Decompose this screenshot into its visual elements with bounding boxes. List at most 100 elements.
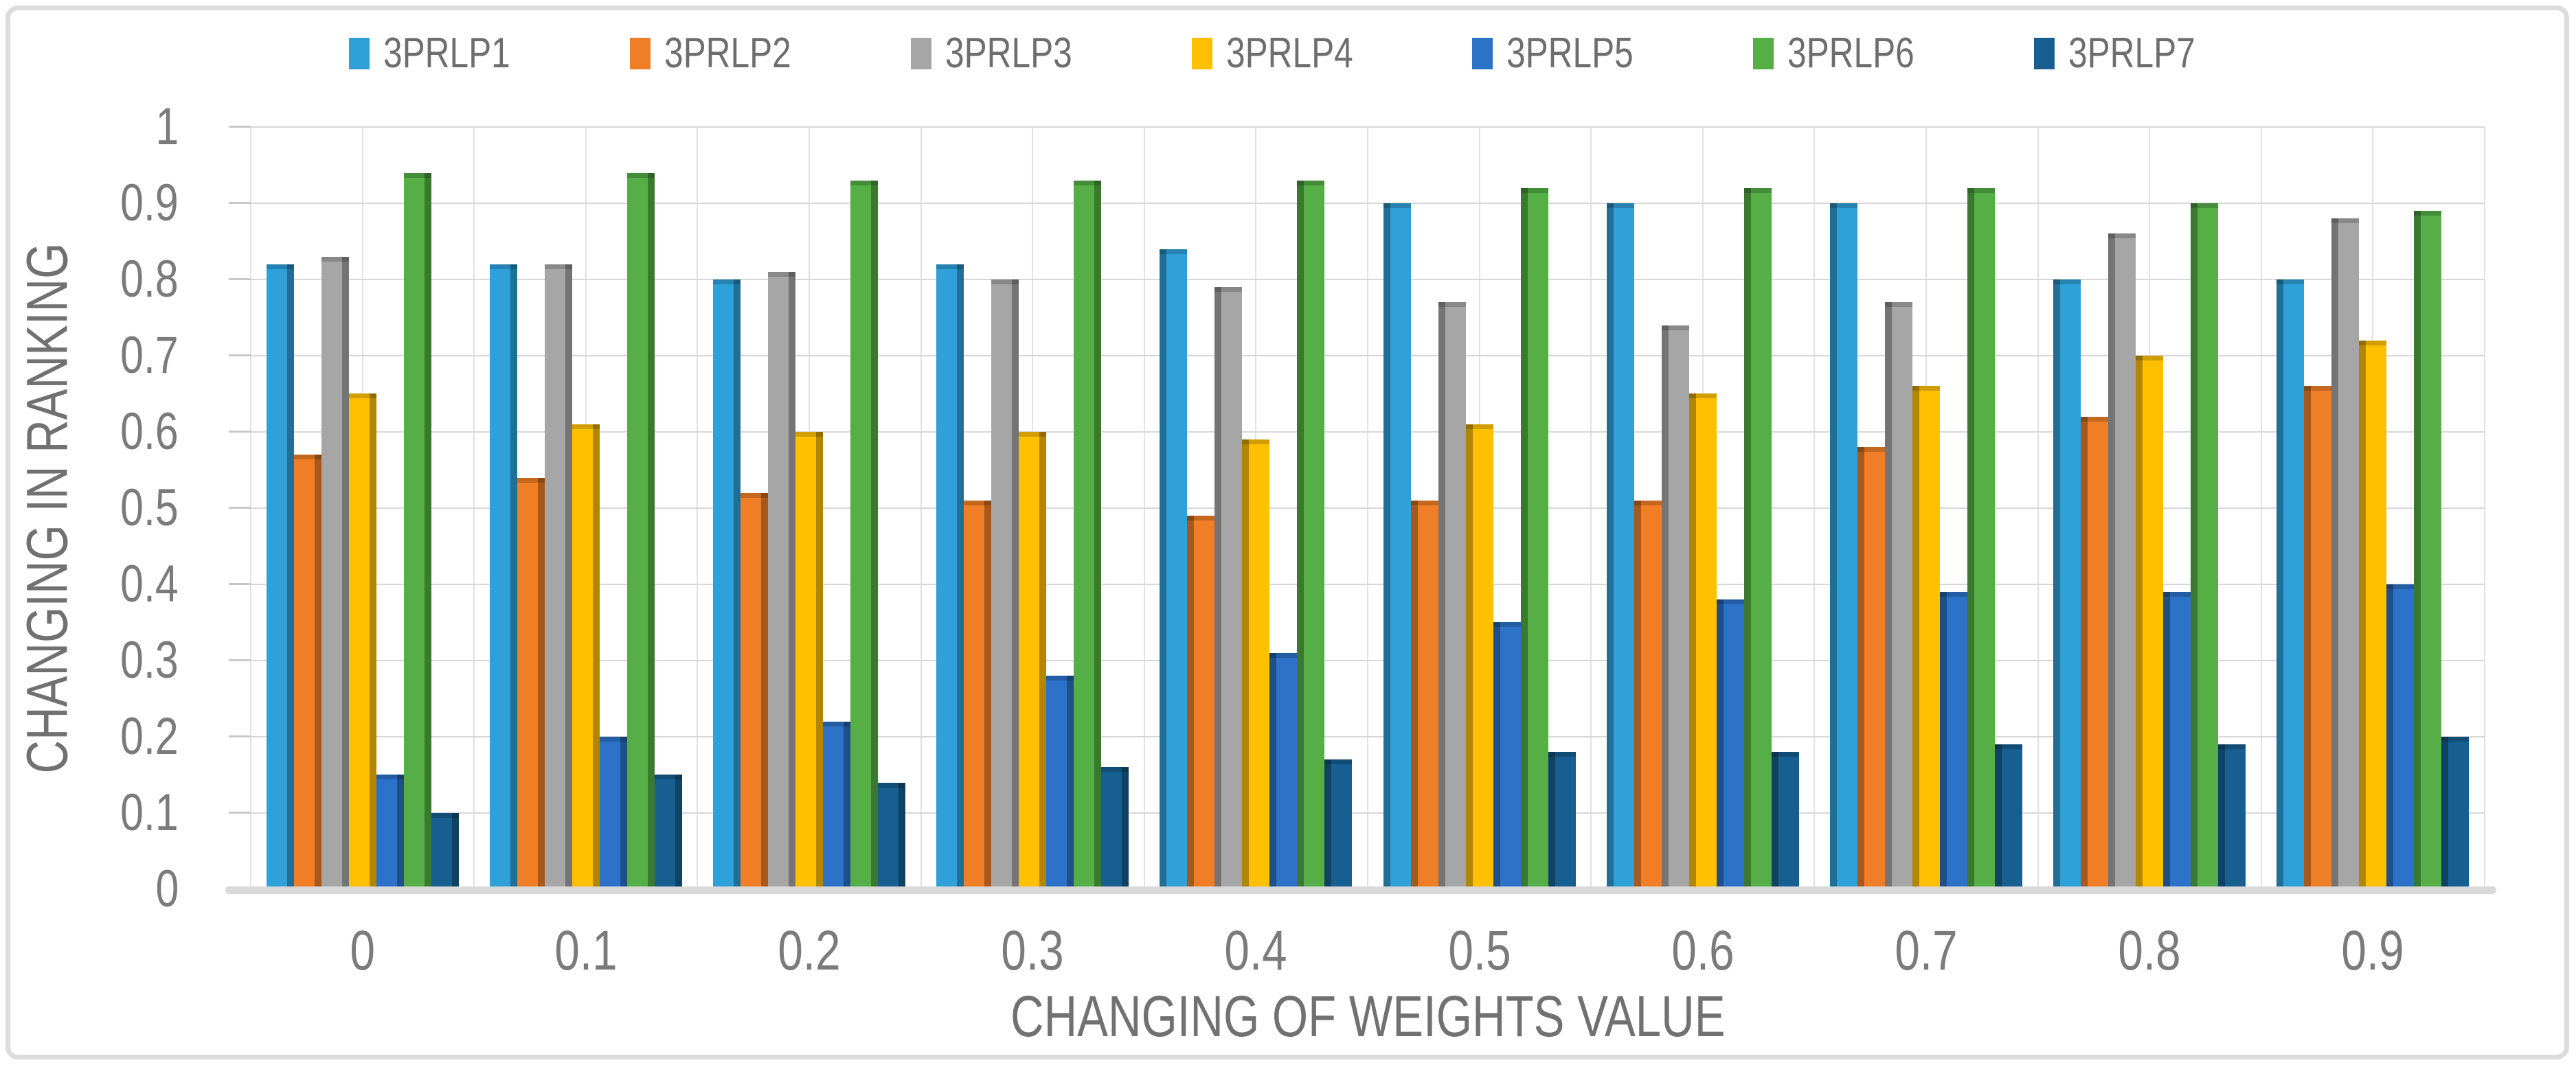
legend-label: 3PRLP6	[1787, 30, 1915, 77]
legend-swatch-icon	[348, 37, 370, 69]
bar-3d-top-face	[403, 173, 431, 178]
x-axis-category-label-text: 0.9	[2341, 919, 2404, 982]
horizontal-gridline	[251, 279, 2485, 280]
bar-3d-top-face	[1019, 432, 1047, 437]
bar-3d-side-face	[2276, 279, 2284, 889]
y-axis-tick-mark	[229, 431, 251, 433]
bar-3d-top-face	[1520, 188, 1548, 193]
x-axis-category-label: 0.5	[1368, 919, 1591, 983]
x-axis-category-label-text: 0.7	[1895, 919, 1958, 982]
bar-3d-top-face	[2081, 417, 2109, 422]
y-axis-tick-mark	[229, 126, 251, 128]
horizontal-gridline	[251, 203, 2485, 204]
bar-3d-top-face	[991, 279, 1019, 284]
y-axis-tick-label: 0.1	[34, 787, 179, 839]
bar-3PRLP5-at-0.9	[2386, 584, 2415, 889]
bar-3PRLP1-at-0.6	[1606, 203, 1634, 889]
horizontal-gridline	[251, 355, 2485, 356]
bar-3d-side-face	[2081, 417, 2088, 889]
horizontal-gridline	[251, 736, 2485, 737]
bar-3d-side-face	[286, 264, 294, 889]
bar-3d-side-face	[1214, 287, 1222, 889]
bar-3d-top-face	[1606, 203, 1634, 208]
y-axis-tick-label-text: 0.4	[120, 555, 179, 613]
bar-3PRLP3-at-0.3	[991, 279, 1019, 889]
bar-3PRLP3-at-0.9	[2331, 218, 2360, 889]
bar-3PRLP6-at-0.2	[850, 181, 878, 889]
bar-3d-top-face	[2441, 737, 2470, 742]
bar-3PRLP2-at-0.2	[740, 493, 768, 889]
bar-3d-side-face	[1039, 432, 1047, 889]
bar-3PRLP4-at-0.4	[1242, 439, 1270, 889]
bar-3d-side-face	[1297, 181, 1304, 889]
bar-3d-top-face	[1912, 386, 1940, 391]
bar-3d-top-face	[1967, 188, 1995, 193]
y-axis-tick-mark	[229, 354, 251, 356]
bar-3d-side-face	[1269, 653, 1277, 889]
bar-3d-top-face	[1661, 325, 1689, 330]
bar-3d-top-face	[1324, 759, 1353, 764]
bar-3PRLP1-at-0	[266, 264, 294, 889]
bar-3d-side-face	[870, 181, 878, 889]
horizontal-gridline	[251, 126, 2485, 128]
bar-3PRLP4-at-0.5	[1465, 424, 1493, 889]
bar-3d-top-face	[740, 493, 768, 498]
bar-group-0	[251, 127, 474, 889]
bar-3PRLP6-at-0.4	[1297, 181, 1325, 889]
bar-3d-side-face	[424, 173, 431, 889]
bar-3PRLP2-at-0.8	[2081, 417, 2109, 889]
bar-3d-side-face	[1939, 592, 1947, 889]
bar-3d-side-face	[1122, 767, 1129, 889]
bar-3d-side-face	[1912, 386, 1919, 889]
y-axis-tick-label: 0.4	[34, 558, 179, 610]
bar-3PRLP6-at-0.6	[1743, 188, 1772, 889]
bar-3PRLP3-at-0.6	[1661, 325, 1689, 889]
bar-3d-side-face	[2163, 592, 2171, 889]
x-axis-category-label: 0.8	[2038, 919, 2261, 983]
bar-3d-top-face	[2386, 584, 2415, 589]
bar-3d-top-face	[266, 264, 294, 269]
bar-3d-top-face	[1771, 752, 1799, 757]
bar-3d-top-face	[321, 257, 349, 262]
bar-3PRLP2-at-0.6	[1634, 501, 1662, 889]
bar-3d-top-face	[654, 775, 682, 779]
bar-3PRLP5-at-0.6	[1716, 599, 1744, 889]
bar-3PRLP7-at-0.9	[2441, 737, 2470, 889]
bar-3d-top-face	[431, 813, 459, 818]
bar-3d-top-face	[2218, 744, 2246, 749]
bar-3PRLP1-at-0.8	[2053, 279, 2081, 889]
legend-swatch-icon	[1472, 37, 1493, 69]
bar-3d-side-face	[620, 737, 627, 889]
y-axis-tick-label-text: 0.1	[120, 783, 179, 842]
x-axis-category-label-text: 0	[350, 919, 375, 982]
bar-3d-side-face	[1606, 203, 1614, 889]
bar-3d-top-face	[599, 737, 627, 742]
plot-area	[250, 126, 2485, 890]
bar-3d-side-face	[843, 722, 850, 889]
x-axis-category-label-text: 0.2	[778, 919, 841, 982]
bar-3PRLP5-at-0	[376, 775, 404, 889]
x-axis-category-label-text: 0.8	[2118, 919, 2181, 982]
legend-swatch-icon	[2034, 37, 2055, 69]
bar-3d-top-face	[1187, 516, 1215, 520]
y-axis-tick-mark	[229, 735, 251, 737]
y-axis-tick-label: 0.9	[34, 177, 179, 229]
bar-3PRLP5-at-0.8	[2163, 592, 2191, 889]
bar-3PRLP1-at-0.2	[712, 279, 741, 889]
bar-3PRLP4-at-0.2	[795, 432, 823, 889]
bar-3d-side-face	[957, 264, 964, 889]
bar-3d-side-face	[451, 813, 459, 889]
bar-3PRLP4-at-0.9	[2359, 341, 2387, 889]
bar-3PRLP5-at-0.3	[1046, 676, 1074, 889]
bar-3PRLP2-at-0.7	[1857, 447, 1885, 889]
bar-3d-side-face	[2218, 744, 2226, 889]
x-axis-category-label-text: 0.3	[1001, 919, 1064, 982]
bar-3PRLP3-at-0.2	[767, 272, 795, 889]
bar-3PRLP4-at-0	[348, 393, 376, 889]
bar-3d-top-face	[850, 181, 878, 185]
y-axis-tick-label-text: 0.5	[120, 479, 179, 537]
bar-3d-top-face	[2276, 279, 2305, 284]
x-axis-category-label: 0.2	[697, 919, 920, 983]
bar-group-0.7	[1814, 127, 2037, 889]
legend-swatch-icon	[1753, 37, 1774, 69]
